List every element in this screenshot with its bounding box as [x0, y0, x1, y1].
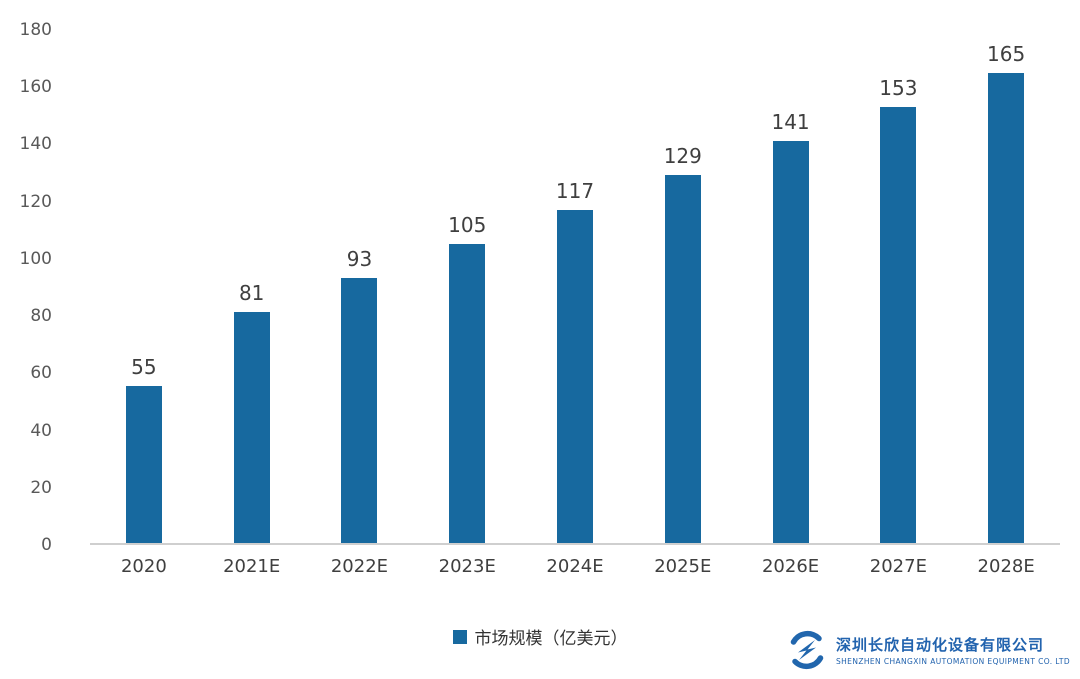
company-name-block: 深圳长欣自动化设备有限公司 SHENZHEN CHANGXIN AUTOMATI… — [836, 634, 1070, 666]
bar-column: 55 — [90, 30, 198, 543]
y-tick-label: 120 — [19, 191, 52, 212]
bar-value-label: 153 — [879, 75, 918, 100]
bar-value-label: 93 — [346, 246, 373, 271]
bar-column: 93 — [306, 30, 414, 543]
bar-value-label: 129 — [663, 144, 702, 169]
y-tick-label: 180 — [19, 20, 52, 40]
plot-area: 55 81 93 105 117 129 141 153 165 — [90, 30, 1060, 545]
x-tick-label: 2020 — [120, 556, 167, 577]
x-tick-label: 2024E — [546, 556, 604, 577]
chart-legend: 市场规模（亿美元） — [0, 624, 1080, 649]
x-tick-label: 2025E — [654, 556, 712, 577]
bar-2026E — [772, 141, 809, 543]
y-tick-label: 80 — [30, 306, 52, 327]
bar-value-label: 165 — [987, 41, 1026, 66]
legend-swatch — [452, 629, 467, 644]
x-tick-label: 2023E — [438, 556, 496, 577]
bar-column: 153 — [844, 30, 952, 543]
y-axis: 0 20 40 60 80 100 120 140 160 180 — [0, 20, 52, 555]
bar-column: 141 — [737, 30, 845, 543]
bar-2023E — [449, 243, 486, 543]
y-tick-label: 160 — [19, 77, 52, 98]
bar-value-label: 141 — [771, 110, 810, 135]
y-tick-label: 40 — [30, 420, 52, 441]
x-tick-label: 2021E — [223, 556, 281, 577]
company-name-cn: 深圳长欣自动化设备有限公司 — [835, 636, 1044, 654]
y-tick-label: 100 — [19, 248, 52, 269]
x-tick-label: 2027E — [869, 556, 927, 577]
x-tick-label: 2022E — [330, 556, 389, 577]
x-tick-label: 2028E — [977, 556, 1035, 577]
bar-value-label: 105 — [448, 212, 487, 237]
company-name-en: SHENZHEN CHANGXIN AUTOMATION EQUIPMENT C… — [835, 657, 1070, 666]
bar-2028E — [988, 72, 1025, 543]
bar-column: 129 — [629, 30, 737, 543]
bar-2020 — [125, 386, 162, 543]
y-tick-label: 0 — [41, 535, 52, 555]
bar-column: 165 — [952, 30, 1060, 543]
bar-2027E — [880, 106, 917, 543]
x-tick-label: 2026E — [761, 556, 820, 577]
bar-column: 105 — [413, 30, 521, 543]
bar-2024E — [557, 209, 594, 543]
bar-2021E — [233, 312, 270, 543]
bar-2022E — [341, 277, 378, 543]
bar-value-label: 55 — [131, 355, 157, 380]
bar-2025E — [664, 175, 701, 543]
y-tick-label: 20 — [30, 477, 52, 498]
company-footer: 深圳长欣自动化设备有限公司 SHENZHEN CHANGXIN AUTOMATI… — [786, 629, 1070, 671]
x-axis: 2020 2021E 2022E 2023E 2024E 2025E 2026E 2027E 2… — [90, 556, 1060, 577]
legend-label: 市场规模（亿美元） — [474, 629, 628, 649]
company-logo-icon — [790, 630, 824, 670]
bar-column: 117 — [521, 30, 629, 543]
bar-value-label: 117 — [555, 178, 595, 203]
y-tick-label: 60 — [30, 363, 52, 384]
bar-value-label: 81 — [238, 281, 265, 306]
y-tick-label: 140 — [19, 134, 52, 155]
bar-column: 81 — [198, 30, 306, 543]
